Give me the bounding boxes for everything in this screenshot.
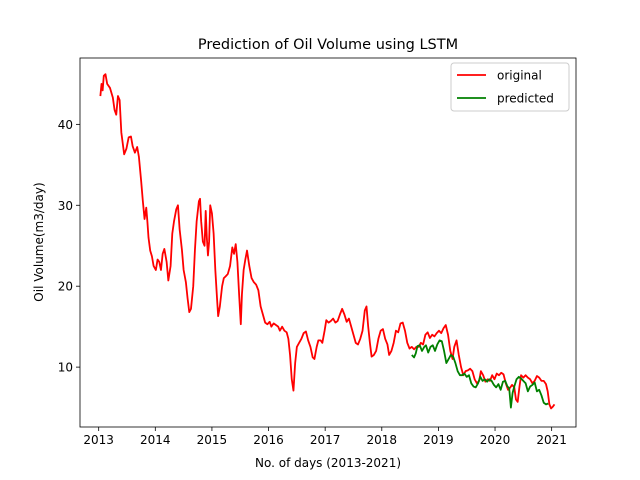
series-layer: [99, 73, 556, 410]
x-tick-label: 2015: [197, 433, 228, 447]
x-tick-label: 2016: [253, 433, 284, 447]
series-line-original: [99, 73, 556, 410]
y-axis-title: Oil Volume(m3/day): [32, 182, 46, 301]
y-tick-label: 10: [58, 361, 73, 375]
x-tick-label: 2014: [140, 433, 171, 447]
x-tick-label: 2021: [536, 433, 567, 447]
legend-label-original: original: [497, 69, 542, 83]
plot-frame: [79, 57, 577, 428]
legend: original predicted: [450, 62, 570, 112]
x-tick-label: 2017: [310, 433, 341, 447]
x-tick-label: 2013: [83, 433, 114, 447]
y-tick-label: 30: [58, 199, 73, 213]
plot-area: [80, 58, 576, 427]
y-tick-label: 40: [58, 118, 73, 132]
y-tick-label: 20: [58, 280, 73, 294]
x-axis-ticks: 2013 2014 2015 2016 2017 2018 2019 2020 2021: [83, 427, 567, 447]
x-tick-label: 2020: [480, 433, 511, 447]
chart-title: Prediction of Oil Volume using LSTM: [198, 37, 458, 53]
x-tick-label: 2018: [367, 433, 398, 447]
x-axis-title: No. of days (2013-2021): [255, 456, 401, 470]
series-line-predicted: [411, 339, 549, 409]
legend-label-predicted: predicted: [497, 92, 554, 106]
x-tick-label: 2019: [423, 433, 454, 447]
y-axis-ticks: 10 20 30 40: [58, 118, 80, 375]
